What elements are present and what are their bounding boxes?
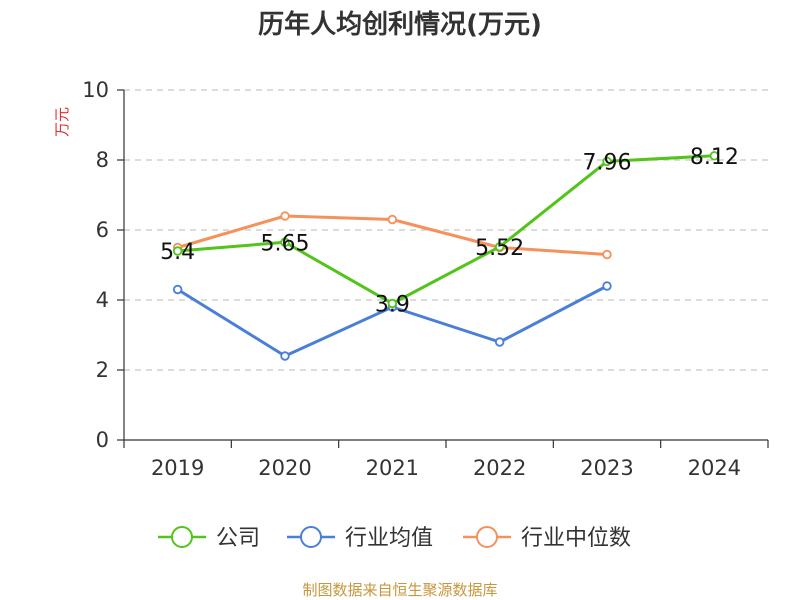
y-axis-label: 万元 (53, 107, 71, 137)
legend-marker-icon (171, 526, 193, 548)
axes: 0 2 4 6 8 10 2019 2020 2021 2022 2023 2024 (82, 78, 769, 480)
data-point (172, 246, 183, 256)
data-point (602, 249, 612, 260)
x-tick-label: 2021 (366, 456, 419, 480)
legend-label: 行业中位数 (521, 526, 631, 551)
legend-item-1[interactable]: 行业均值 (287, 526, 433, 551)
data-labels: 5.4 5.65 3.9 5.52 7.96 8.12 (160, 145, 739, 318)
series-0 (172, 151, 720, 309)
legend: 公司 行业均值 行业中位数 (158, 526, 631, 551)
y-tick-label: 2 (96, 358, 109, 382)
data-point (494, 242, 505, 252)
data-label: 5.52 (475, 236, 524, 261)
data-label: 8.12 (690, 145, 739, 170)
y-tick-label: 0 (96, 428, 109, 452)
legend-marker-icon (300, 526, 322, 548)
y-tick-label: 6 (96, 218, 109, 242)
legend-item-2[interactable]: 行业中位数 (463, 526, 631, 551)
data-label: 7.96 (583, 150, 632, 175)
series-line (177, 154, 715, 305)
data-label: 3.9 (375, 293, 410, 318)
data-point (387, 214, 398, 225)
legend-label: 公司 (216, 526, 260, 551)
data-point (280, 351, 290, 361)
y-tick-label: 8 (96, 148, 109, 172)
y-tick-label: 10 (82, 78, 109, 102)
x-tick-label: 2020 (258, 456, 311, 480)
y-tick-label: 4 (96, 288, 109, 312)
data-point (280, 211, 290, 221)
grid-lines (124, 89, 768, 371)
series-2 (172, 211, 612, 260)
source-note: 制图数据来自恒生聚源数据库 (302, 581, 497, 599)
data-point (602, 156, 612, 167)
data-point (280, 237, 290, 247)
legend-marker-icon (476, 526, 498, 548)
x-tick-label: 2023 (580, 456, 633, 480)
data-point (494, 337, 505, 347)
data-point (709, 151, 720, 161)
x-tick-label: 2019 (151, 456, 204, 480)
data-point (602, 281, 612, 291)
legend-label: 行业均值 (345, 526, 433, 551)
series-layer (172, 151, 720, 361)
data-point (387, 298, 398, 309)
chart-title: 历年人均创利情况(万元) (258, 9, 542, 40)
data-point (172, 284, 183, 295)
x-tick-label: 2024 (688, 456, 741, 480)
legend-item-0[interactable]: 公司 (158, 526, 260, 551)
x-tick-label: 2022 (473, 456, 526, 480)
data-label: 5.65 (261, 231, 310, 256)
data-label: 5.4 (160, 240, 195, 265)
